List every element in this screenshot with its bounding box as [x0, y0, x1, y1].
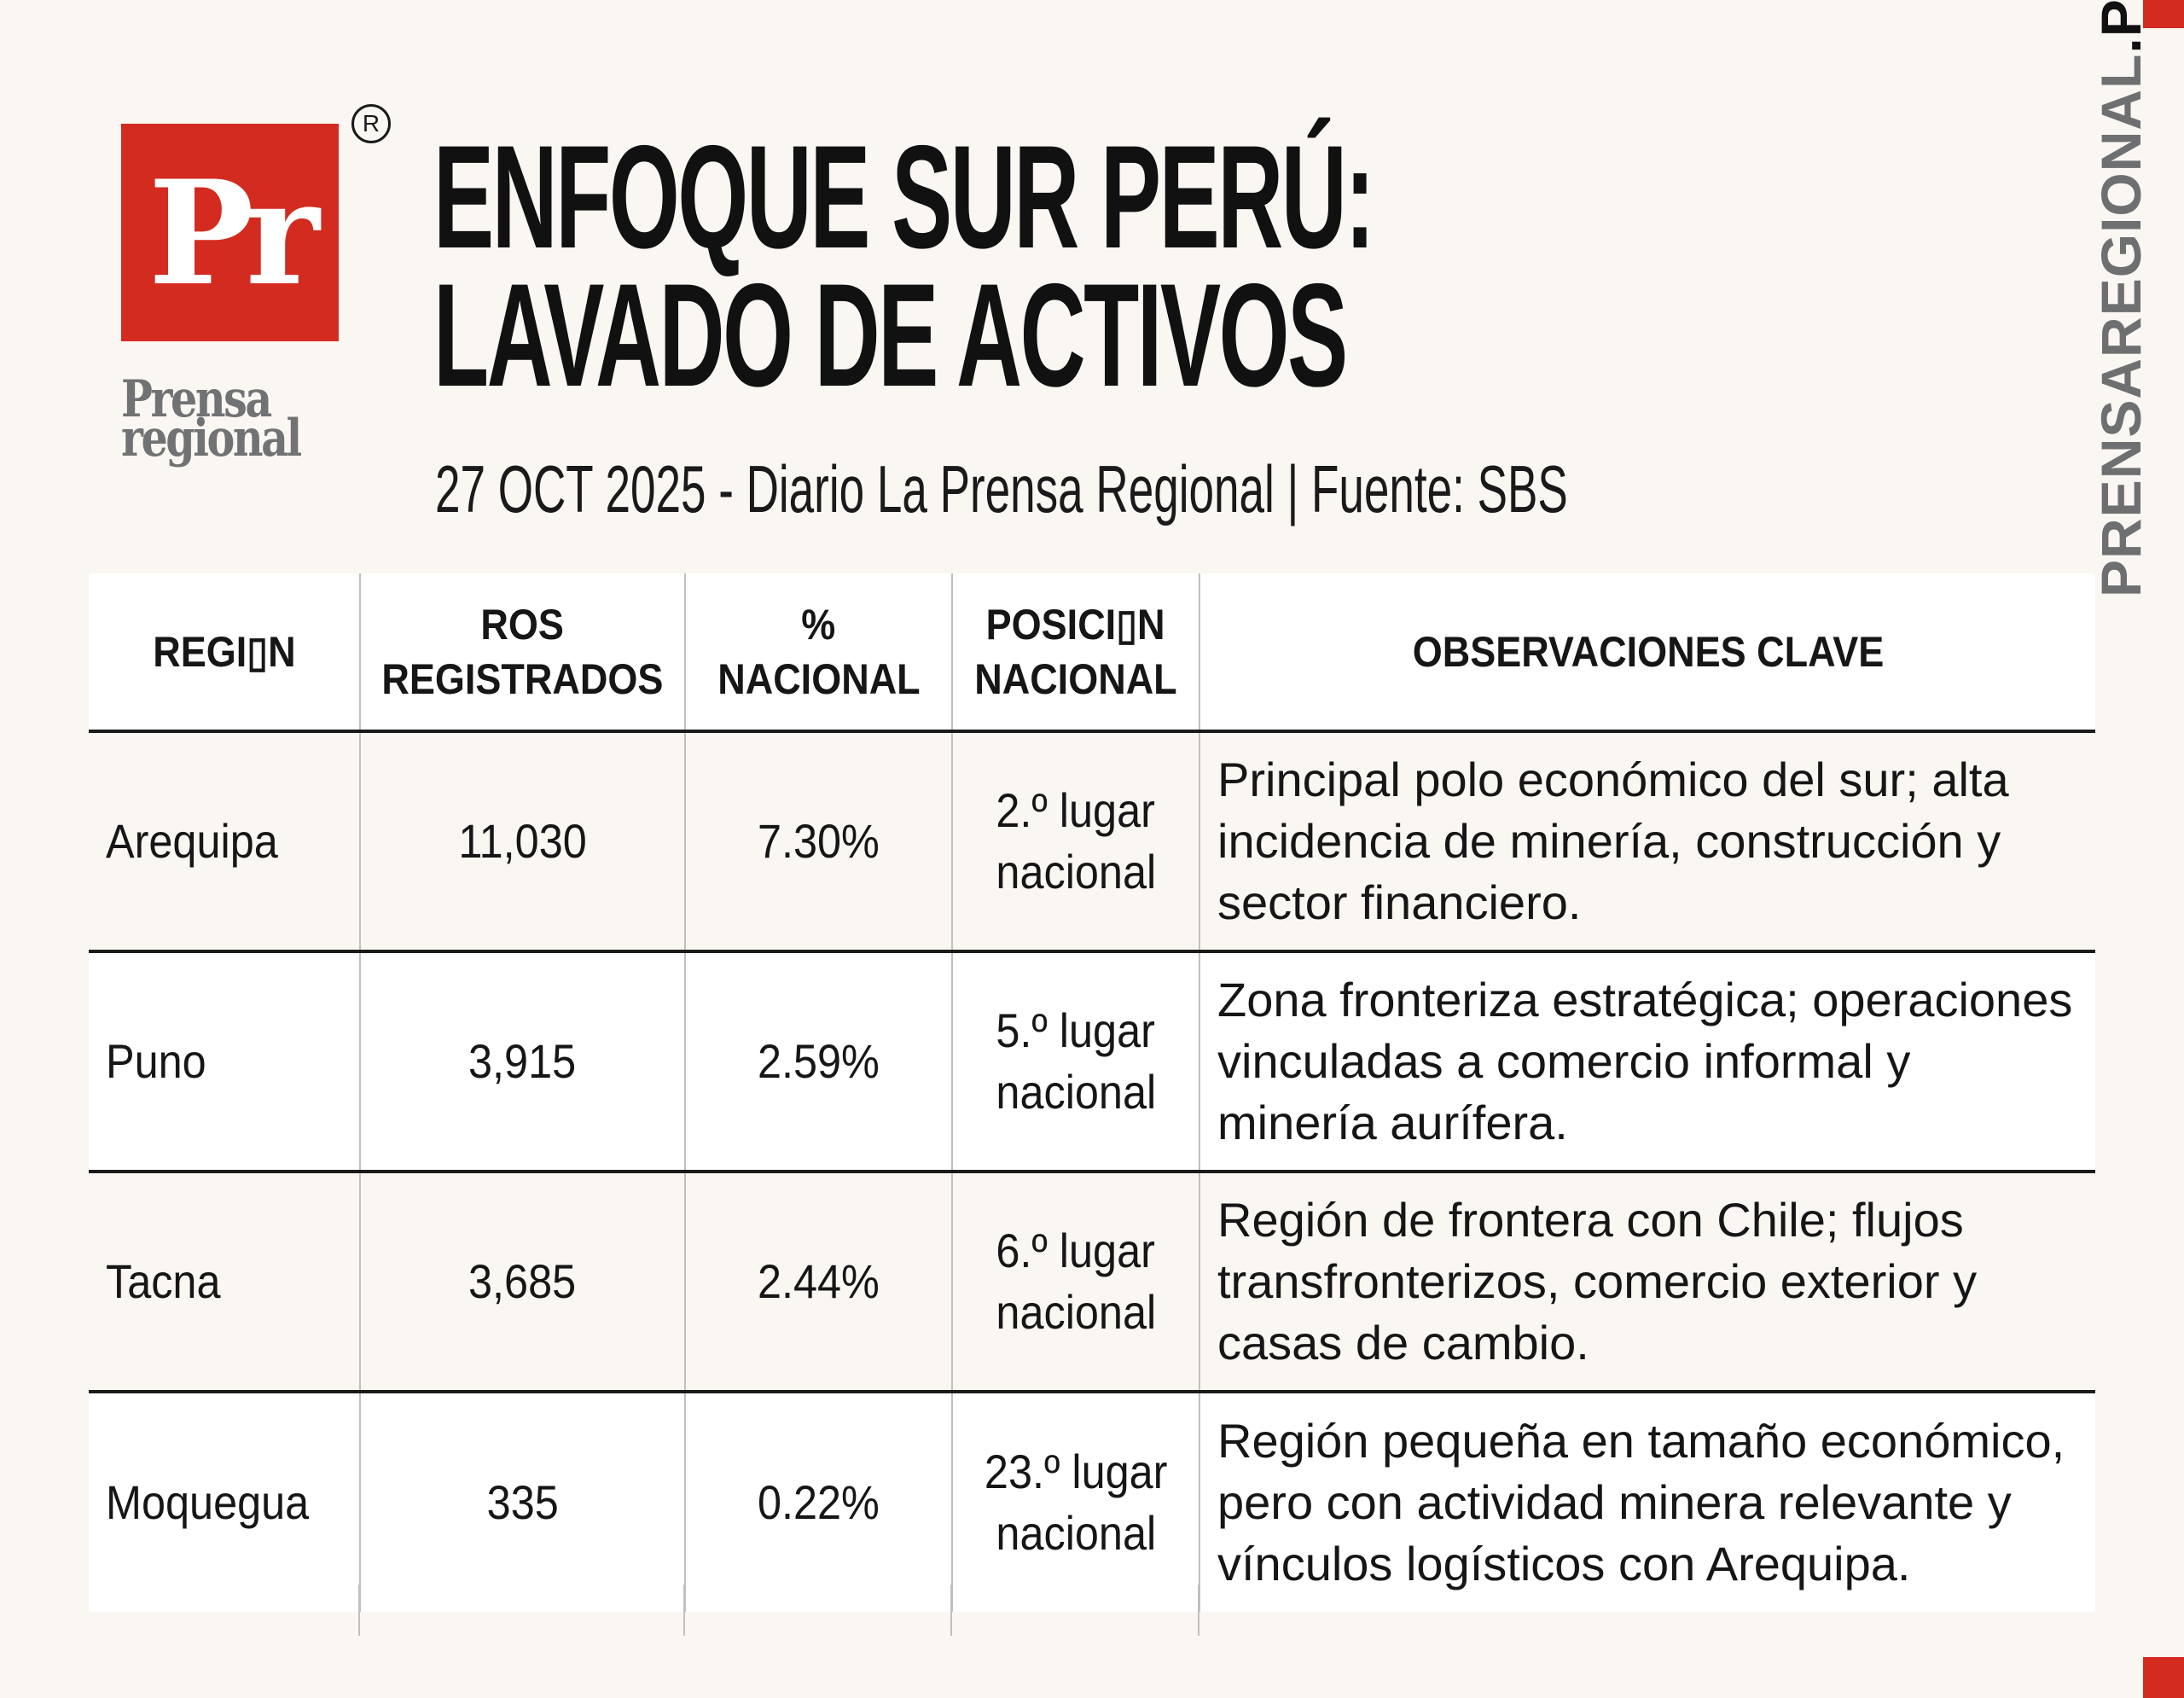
- cell-text: 3,685: [468, 1254, 577, 1308]
- header-text: NACIONAL: [717, 654, 921, 703]
- cell-text: Puno: [106, 1034, 206, 1088]
- cell-text: 11,030: [458, 814, 587, 868]
- cell-text: nacional: [996, 845, 1156, 898]
- cell-ros: 3,685: [359, 1170, 685, 1392]
- cell-observations: Principal polo económico del sur; alta i…: [1199, 731, 2095, 951]
- registered-trademark-icon: R: [351, 104, 391, 143]
- cell-text: Zona fronteriza estratégica; operaciones…: [1217, 973, 2073, 1149]
- cell-pct: 0.22%: [684, 1390, 952, 1612]
- cell-text: 2.44%: [758, 1254, 880, 1308]
- cell-region: Tacna: [89, 1170, 360, 1392]
- cell-pct: 7.30%: [684, 731, 952, 951]
- subtitle-dateline: 27 OCT 2025 - Diario La Prensa Regional …: [435, 451, 1568, 526]
- cell-text: 23.º lugar: [984, 1445, 1168, 1498]
- table-row: Puno 3,915 2.59% 5.º lugar nacional Zona …: [89, 950, 2095, 1172]
- cell-text: 3,915: [468, 1034, 577, 1088]
- column-header-ros: ROS REGISTRADOS: [359, 573, 685, 733]
- title-line1: ENFOQUE SUR PERÚ:: [433, 115, 1375, 279]
- table-row: Moquegua 335 0.22% 23.º lugar nacional Re…: [89, 1390, 2095, 1612]
- table-header-row: REGI▯N ROS REGISTRADOS % NACIONAL POSICI▯N…: [89, 573, 2095, 733]
- brand-name-line2: regional: [121, 409, 302, 468]
- cell-text: Moquegua: [106, 1475, 310, 1529]
- logo-letters: Pr: [148, 148, 320, 317]
- cell-text: nacional: [996, 1065, 1156, 1119]
- cell-region: Arequipa: [89, 731, 360, 951]
- cell-region: Moquegua: [89, 1390, 360, 1612]
- cell-text: Principal polo económico del sur; alta i…: [1217, 753, 2009, 929]
- column-header-region: REGI▯N: [89, 573, 360, 733]
- table-row: Arequipa 11,030 7.30% 2.º lugar nacional …: [89, 731, 2095, 951]
- column-header-observations: OBSERVACIONES CLAVE: [1199, 573, 2095, 733]
- header-text: REGI▯N: [152, 627, 296, 676]
- cell-text: 2.º lugar: [996, 783, 1156, 837]
- cell-text: 5.º lugar: [996, 1003, 1156, 1057]
- brand-logo: Pr: [121, 124, 339, 341]
- cell-text: nacional: [996, 1285, 1156, 1339]
- cell-position: 6.º lugar nacional: [951, 1170, 1199, 1392]
- header-text: OBSERVACIONES CLAVE: [1412, 627, 1884, 676]
- cell-text: 335: [486, 1475, 559, 1529]
- cell-text: 2.59%: [758, 1034, 880, 1088]
- cell-ros: 335: [359, 1390, 685, 1612]
- corner-accent-bottom: [2143, 1657, 2184, 1698]
- column-header-pct: % NACIONAL: [684, 573, 952, 733]
- header-text: %: [801, 600, 836, 648]
- cell-observations: Zona fronteriza estratégica; operaciones…: [1199, 950, 2095, 1172]
- header-text: POSICI▯N: [986, 600, 1165, 648]
- registered-mark-letter: R: [362, 110, 380, 137]
- url-tld: .PE: [2089, 0, 2152, 54]
- cell-text: nacional: [996, 1506, 1156, 1560]
- cell-region: Puno: [89, 950, 360, 1172]
- page-title: ENFOQUE SUR PERÚ: LAVADO DE ACTIVOS: [433, 115, 1375, 417]
- cell-position: 5.º lugar nacional: [951, 950, 1199, 1172]
- cell-ros: 3,915: [359, 950, 685, 1172]
- cell-text: Región de frontera con Chile; flujos tra…: [1217, 1193, 1978, 1369]
- cell-text: 6.º lugar: [996, 1224, 1156, 1277]
- header-text: ROS: [480, 600, 565, 648]
- title-line2: LAVADO DE ACTIVOS: [433, 253, 1348, 417]
- cell-pct: 2.59%: [684, 950, 952, 1172]
- cell-text: Región pequeña en tamaño económico, pero…: [1217, 1414, 2065, 1590]
- cell-observations: Región de frontera con Chile; flujos tra…: [1199, 1170, 2095, 1392]
- cell-position: 2.º lugar nacional: [951, 731, 1199, 951]
- corner-accent-top: [2143, 0, 2184, 28]
- cell-pct: 2.44%: [684, 1170, 952, 1392]
- data-table-container: REGI▯N ROS REGISTRADOS % NACIONAL POSICI▯N…: [89, 573, 2095, 1636]
- cell-ros: 11,030: [359, 731, 685, 951]
- cell-observations: Región pequeña en tamaño económico, pero…: [1199, 1390, 2095, 1612]
- cell-text: Arequipa: [106, 814, 278, 868]
- table-row: Tacna 3,685 2.44% 6.º lugar nacional Regi…: [89, 1170, 2095, 1392]
- cell-position: 23.º lugar nacional: [951, 1390, 1199, 1612]
- url-main: PRENSAREGIONAL: [2089, 53, 2152, 597]
- cell-text: Tacna: [106, 1254, 221, 1308]
- cell-text: 7.30%: [758, 814, 880, 868]
- header-text: REGISTRADOS: [381, 654, 664, 703]
- cell-text: 0.22%: [758, 1475, 880, 1529]
- brand-wordmark: Prensa regional: [121, 369, 302, 468]
- brand-name-line1: Prensa: [121, 369, 272, 429]
- vertical-website-url: PRENSAREGIONAL.PE: [2088, 0, 2153, 597]
- header-text: NACIONAL: [974, 654, 1177, 703]
- column-header-position: POSICI▯N NACIONAL: [951, 573, 1199, 733]
- aml-regions-table: REGI▯N ROS REGISTRADOS % NACIONAL POSICI▯N…: [89, 573, 2095, 1612]
